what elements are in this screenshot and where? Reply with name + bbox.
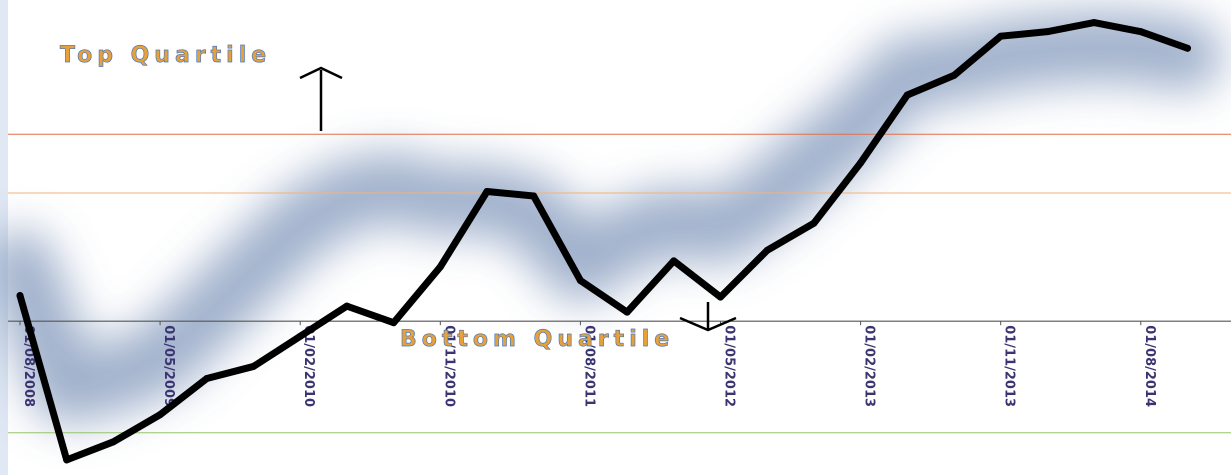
- x-tick-label: 01/05/2012: [722, 325, 737, 407]
- series-point: [203, 374, 211, 382]
- series-point: [810, 219, 818, 227]
- series-point: [1137, 28, 1145, 36]
- series-point: [16, 292, 24, 300]
- x-tick-label: 01/02/2013: [862, 325, 877, 407]
- series-point: [530, 192, 538, 200]
- series-point: [483, 188, 491, 196]
- x-axis-ticks: 01/08/2008 01/05/2009 01/02/2010 01/11/2010…: [19, 321, 1157, 407]
- x-tick-label: 01/05/2009: [161, 325, 176, 407]
- x-tick-label: 01/08/2011: [581, 325, 596, 407]
- top-quartile-label: Top Quartile: [60, 43, 271, 68]
- series-point: [576, 276, 584, 284]
- series-point: [1090, 19, 1098, 27]
- series-point: [63, 456, 71, 464]
- series-point: [717, 293, 724, 301]
- series-point: [670, 257, 678, 265]
- series-point: [296, 332, 304, 340]
- x-tick-label: 01/08/2014: [1142, 325, 1157, 407]
- series-point: [109, 438, 117, 446]
- top-quartile-arrowhead: [299, 66, 343, 80]
- smoothed-band: [0, 11, 1223, 425]
- series-point: [390, 319, 398, 327]
- series-line-path: [16, 19, 1191, 464]
- series-point: [1043, 28, 1051, 36]
- quartile-annotations: Top Quartile Bottom Quartile: [60, 43, 737, 352]
- series-point: [436, 263, 444, 271]
- series-point: [343, 302, 351, 310]
- series-point: [903, 91, 911, 99]
- series-point: [857, 159, 865, 167]
- series-point: [156, 411, 164, 419]
- x-tick-label: 01/02/2010: [301, 325, 316, 407]
- series-point: [623, 308, 631, 316]
- series-point: [997, 32, 1005, 40]
- series-point: [950, 71, 958, 79]
- bottom-quartile-label: Bottom Quartile: [400, 327, 674, 352]
- series-point: [250, 362, 257, 370]
- series-point: [1184, 44, 1191, 52]
- bottom-quartile-arrowhead: [679, 316, 737, 332]
- band-path: [0, 11, 1223, 425]
- x-tick-label: 01/11/2013: [1002, 325, 1017, 407]
- series-line: [16, 19, 1191, 464]
- series-point: [763, 246, 771, 254]
- reference-lines: [8, 133, 1231, 434]
- x-tick-label: 01/11/2010: [441, 325, 456, 407]
